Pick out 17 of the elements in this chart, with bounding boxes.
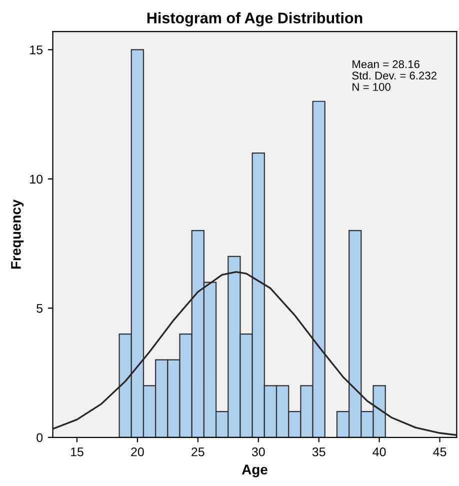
x-tick-label: 45: [433, 448, 446, 456]
y-tick-label: 5: [36, 304, 43, 313]
annotation: Std. Dev. = 6.232: [352, 71, 436, 80]
y-tick-label: 10: [30, 174, 43, 184]
x-tick-label: 20: [131, 447, 144, 456]
x-tick-label: 30: [252, 447, 265, 456]
x-tick-label: 35: [312, 447, 326, 456]
y-tick-label: 15: [30, 46, 43, 54]
x-tick-label: 15: [70, 448, 84, 456]
x-tick-label: 40: [372, 447, 386, 456]
x-axis-title: Age: [242, 464, 268, 478]
chart-title: Histogram of Age Distribution: [147, 12, 362, 26]
annotation: N = 100: [352, 83, 390, 91]
x-tick-label: 25: [192, 447, 204, 456]
y-tick-label: 0: [36, 433, 43, 442]
annotation: Mean = 28.16: [352, 60, 420, 68]
y-axis-title: Frequency: [11, 199, 24, 269]
